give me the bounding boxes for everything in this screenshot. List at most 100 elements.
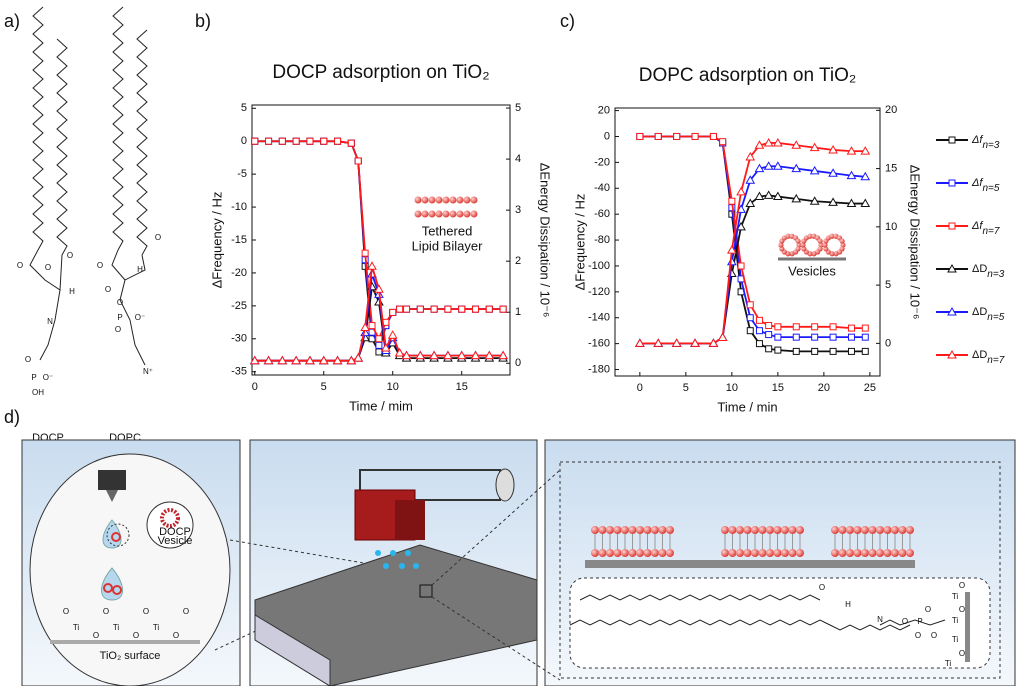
y2-tick-label: 5 xyxy=(515,102,521,114)
annotation-text: Lipid Bilayer xyxy=(412,238,483,253)
atom-label: O xyxy=(133,631,139,640)
marker xyxy=(756,317,762,323)
marker xyxy=(354,354,362,361)
lipid-head xyxy=(721,549,729,557)
chart-title: DOPC adsorption on TiO₂ xyxy=(639,65,857,86)
lipid-head xyxy=(751,526,759,534)
y-tick-label: -10 xyxy=(231,201,247,213)
marker xyxy=(252,138,258,144)
chart-title: DOCP adsorption on TiO₂ xyxy=(272,62,489,83)
y2-tick-label: 20 xyxy=(885,104,897,116)
y-tick-label: 0 xyxy=(241,135,247,147)
marker xyxy=(348,140,354,146)
y-tick-label: -120 xyxy=(588,286,610,298)
y2-axis-label: ΔEnergy Dissipation / 10⁻⁶ xyxy=(908,165,923,320)
y-tick-label: -5 xyxy=(237,168,247,180)
chart: DOCP adsorption on TiO₂Time / mimΔFreque… xyxy=(209,62,552,413)
y2-tick-label: 15 xyxy=(885,162,897,174)
y-tick-label: -25 xyxy=(231,300,247,312)
marker xyxy=(307,138,313,144)
marker xyxy=(830,334,836,340)
marker xyxy=(362,250,368,256)
atom-label: O xyxy=(45,263,51,272)
marker xyxy=(719,334,727,341)
legend-subscript: n=5 xyxy=(982,183,999,194)
lipid-head xyxy=(736,526,744,534)
lipid-head xyxy=(906,526,914,534)
legend-name: ΔD xyxy=(972,349,987,361)
marker xyxy=(756,328,762,334)
lipid-head xyxy=(457,197,464,204)
lipid-head xyxy=(415,197,422,204)
ti-surface xyxy=(965,592,970,662)
marker xyxy=(473,306,479,312)
y-tick-label: -140 xyxy=(588,312,610,324)
chart: DOPC adsorption on TiO₂Time / minΔFreque… xyxy=(572,65,922,414)
y-tick-label: -180 xyxy=(588,363,610,375)
legend-subscript: n=7 xyxy=(987,355,1004,366)
marker xyxy=(376,349,382,355)
lipid-head xyxy=(831,549,839,557)
marker xyxy=(355,158,361,164)
atom-label: O xyxy=(117,298,123,307)
marker xyxy=(737,188,745,195)
chemical-structures: OOOHNOPO⁻OHOOOHOPO⁻ON⁺ xyxy=(17,7,161,397)
lipid-head xyxy=(651,549,659,557)
lipid-head xyxy=(861,526,869,534)
atom-label: O xyxy=(63,607,69,616)
y-axis-label: ΔFrequency / Hz xyxy=(209,192,224,289)
y-tick-label: -20 xyxy=(231,267,247,279)
lipid-head xyxy=(796,549,804,557)
marker xyxy=(766,323,772,329)
annotation-text: Vesicles xyxy=(788,263,836,278)
marker xyxy=(830,348,836,354)
atom-label: H xyxy=(137,265,143,274)
marker xyxy=(848,334,854,340)
legend-subscript: n=3 xyxy=(982,140,999,151)
lipid-head xyxy=(899,549,907,557)
substrate xyxy=(585,560,915,568)
lipid-head xyxy=(781,549,789,557)
legend-name: ΔD xyxy=(972,263,987,275)
lipid-head xyxy=(422,211,429,218)
atom-label: O xyxy=(915,631,921,640)
marker xyxy=(369,323,375,329)
lipid-head xyxy=(415,211,422,218)
marker xyxy=(775,334,781,340)
lipid-head xyxy=(789,549,797,557)
marker xyxy=(361,324,369,331)
marker xyxy=(335,138,341,144)
atom-label: O xyxy=(103,607,109,616)
atom-label: O xyxy=(25,355,31,364)
atom-label: O xyxy=(819,583,825,592)
x-tick-label: 5 xyxy=(321,381,327,393)
lipid-head xyxy=(796,238,801,243)
lipid-head xyxy=(464,211,471,218)
marker xyxy=(949,137,955,143)
lipid-head xyxy=(774,549,782,557)
atom-label: N xyxy=(47,317,53,326)
marker xyxy=(812,348,818,354)
atom-label: O xyxy=(902,617,908,626)
marker xyxy=(729,198,735,204)
atom-label: Ti xyxy=(113,623,120,632)
atom-label: O⁻ xyxy=(43,373,53,382)
marker xyxy=(279,138,285,144)
lipid-head xyxy=(854,549,862,557)
x-tick-label: 0 xyxy=(637,382,643,394)
legend-label: ΔDn=3 xyxy=(972,263,1005,280)
lipid-head xyxy=(591,526,599,534)
atom-label: O xyxy=(67,251,73,260)
lipid-head xyxy=(840,238,845,243)
acyl-chain xyxy=(113,7,123,250)
surface-label: TiO₂ surface xyxy=(100,650,161,662)
marker xyxy=(266,138,272,144)
marker xyxy=(389,331,397,338)
lipid-head xyxy=(443,197,450,204)
marker xyxy=(390,309,396,315)
y2-tick-label: 0 xyxy=(885,337,891,349)
lipid-head xyxy=(869,549,877,557)
legend-label: ΔDn=7 xyxy=(972,349,1005,366)
lipid-head xyxy=(891,549,899,557)
lipid-head xyxy=(621,526,629,534)
